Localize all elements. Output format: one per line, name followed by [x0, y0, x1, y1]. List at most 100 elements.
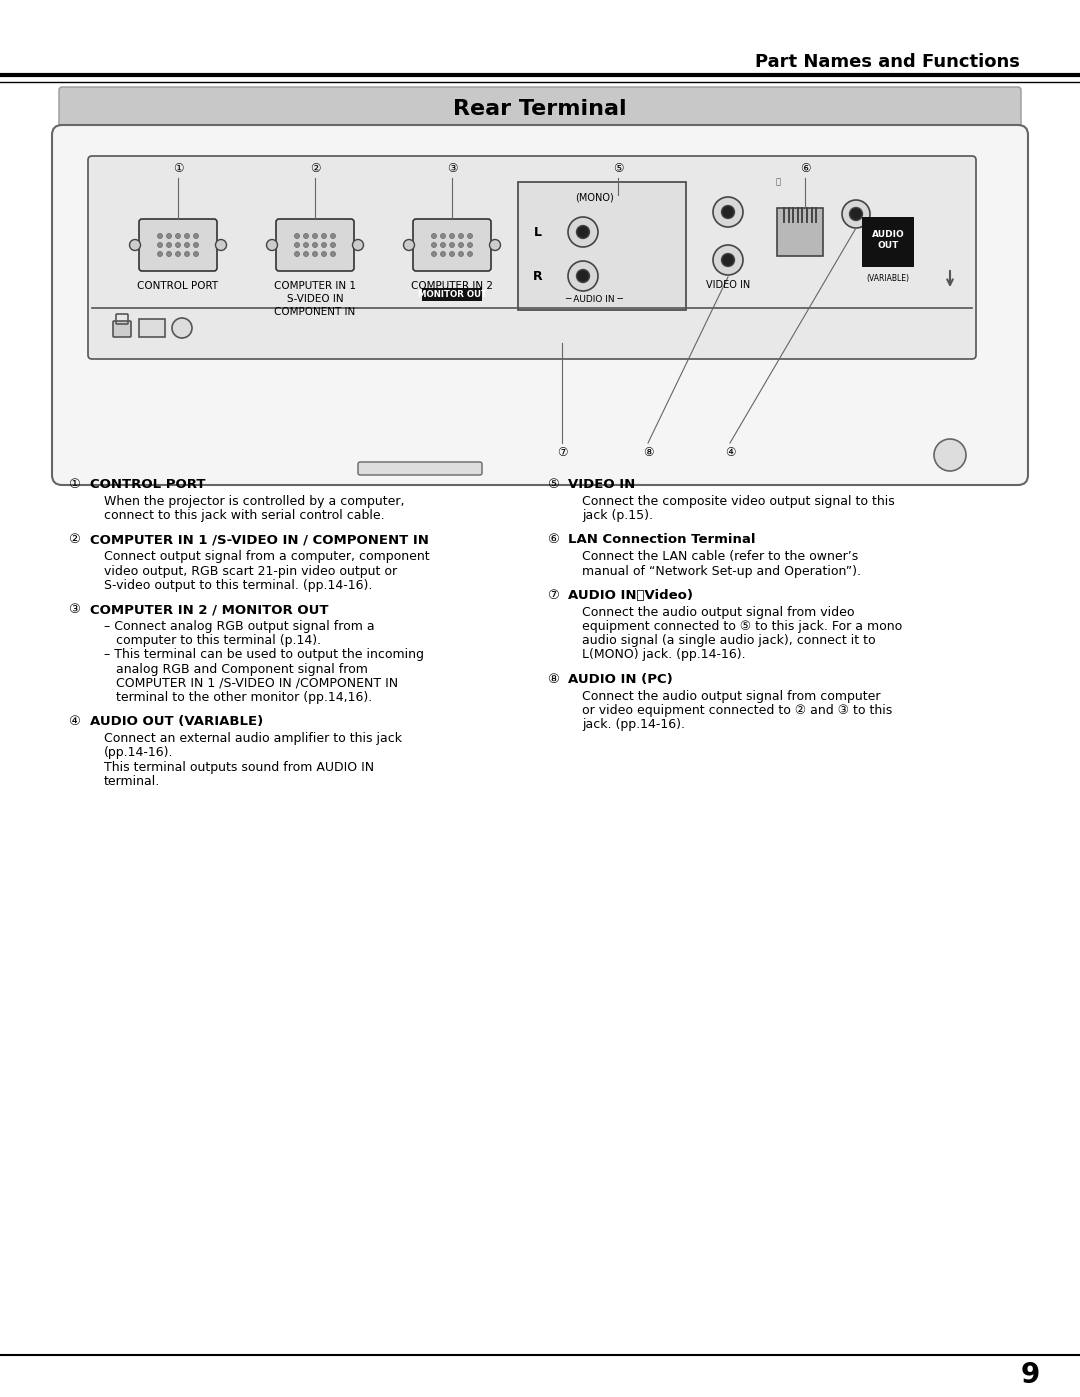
Text: LAN Connection Terminal: LAN Connection Terminal — [568, 534, 756, 546]
Circle shape — [216, 239, 227, 250]
Circle shape — [322, 233, 326, 239]
Text: audio signal (a single audio jack), connect it to: audio signal (a single audio jack), conn… — [582, 634, 876, 647]
Text: ⑧: ⑧ — [546, 672, 558, 686]
Text: ③: ③ — [447, 162, 457, 175]
Circle shape — [468, 251, 473, 257]
Circle shape — [568, 261, 598, 291]
Circle shape — [441, 251, 446, 257]
Circle shape — [449, 251, 455, 257]
Circle shape — [312, 233, 318, 239]
Text: Connect an external audio amplifier to this jack: Connect an external audio amplifier to t… — [104, 732, 402, 745]
Circle shape — [842, 200, 870, 228]
Text: – This terminal can be used to output the incoming: – This terminal can be used to output th… — [104, 648, 424, 661]
Circle shape — [459, 233, 463, 239]
Circle shape — [850, 208, 863, 221]
Circle shape — [330, 251, 336, 257]
Text: COMPUTER IN 1 /S-VIDEO IN /COMPONENT IN: COMPUTER IN 1 /S-VIDEO IN /COMPONENT IN — [104, 676, 399, 690]
Text: ⑥: ⑥ — [546, 534, 558, 546]
Text: ②: ② — [310, 162, 321, 175]
Circle shape — [352, 239, 364, 250]
Circle shape — [322, 251, 326, 257]
Circle shape — [432, 251, 436, 257]
Text: terminal to the other monitor (pp.14,16).: terminal to the other monitor (pp.14,16)… — [104, 692, 373, 704]
FancyBboxPatch shape — [357, 462, 482, 475]
Circle shape — [193, 243, 199, 247]
Text: VIDEO IN: VIDEO IN — [706, 279, 751, 291]
Circle shape — [185, 251, 189, 257]
Text: Rear Terminal: Rear Terminal — [454, 99, 626, 119]
Text: (MONO): (MONO) — [575, 193, 613, 203]
Text: COMPUTER IN 2: COMPUTER IN 2 — [411, 281, 492, 291]
Text: video output, RGB scart 21-pin video output or: video output, RGB scart 21-pin video out… — [104, 564, 397, 577]
Circle shape — [175, 251, 180, 257]
FancyBboxPatch shape — [139, 319, 165, 337]
Text: R: R — [534, 270, 543, 282]
FancyBboxPatch shape — [518, 182, 686, 310]
Text: This terminal outputs sound from AUDIO IN: This terminal outputs sound from AUDIO I… — [104, 760, 374, 774]
Circle shape — [404, 239, 415, 250]
FancyBboxPatch shape — [413, 219, 491, 271]
FancyBboxPatch shape — [862, 217, 914, 267]
Circle shape — [330, 233, 336, 239]
FancyBboxPatch shape — [777, 208, 823, 256]
Text: L(MONO) jack. (pp.14-16).: L(MONO) jack. (pp.14-16). — [582, 648, 745, 661]
Text: ④: ④ — [68, 715, 80, 728]
Text: AUDIO IN（Video): AUDIO IN（Video) — [568, 588, 693, 602]
Text: ─ AUDIO IN ─: ─ AUDIO IN ─ — [565, 296, 623, 305]
Text: AUDIO OUT (VARIABLE): AUDIO OUT (VARIABLE) — [90, 715, 264, 728]
Text: connect to this jack with serial control cable.: connect to this jack with serial control… — [104, 509, 384, 522]
Text: ⑤: ⑤ — [546, 478, 558, 490]
Text: ①: ① — [68, 478, 80, 490]
Text: Connect the LAN cable (refer to the owner’s: Connect the LAN cable (refer to the owne… — [582, 550, 859, 563]
Text: equipment connected to ⑤ to this jack. For a mono: equipment connected to ⑤ to this jack. F… — [582, 620, 902, 633]
Circle shape — [303, 251, 309, 257]
Text: Connect the composite video output signal to this: Connect the composite video output signa… — [582, 495, 894, 509]
Text: jack (p.15).: jack (p.15). — [582, 509, 653, 522]
Text: Connect the audio output signal from computer: Connect the audio output signal from com… — [582, 690, 880, 703]
Circle shape — [166, 233, 172, 239]
Circle shape — [295, 251, 299, 257]
Text: S-video output to this terminal. (pp.14-16).: S-video output to this terminal. (pp.14-… — [104, 578, 373, 592]
Text: COMPUTER IN 1
S-VIDEO IN
COMPONENT IN: COMPUTER IN 1 S-VIDEO IN COMPONENT IN — [274, 281, 356, 317]
Circle shape — [130, 239, 140, 250]
FancyBboxPatch shape — [52, 124, 1028, 485]
Circle shape — [577, 225, 590, 239]
Circle shape — [158, 233, 162, 239]
Circle shape — [175, 243, 180, 247]
Text: Connect output signal from a computer, component: Connect output signal from a computer, c… — [104, 550, 430, 563]
Text: ⑤: ⑤ — [612, 162, 623, 175]
FancyBboxPatch shape — [59, 87, 1021, 131]
FancyBboxPatch shape — [113, 321, 131, 337]
Text: ⬛: ⬛ — [775, 177, 781, 187]
Text: ④: ④ — [725, 447, 735, 460]
Text: terminal.: terminal. — [104, 775, 160, 788]
Text: VIDEO IN: VIDEO IN — [568, 478, 635, 490]
Circle shape — [577, 270, 590, 282]
Circle shape — [441, 233, 446, 239]
FancyBboxPatch shape — [139, 219, 217, 271]
Text: ②: ② — [68, 534, 80, 546]
Text: CONTROL PORT: CONTROL PORT — [90, 478, 205, 490]
Circle shape — [330, 243, 336, 247]
Circle shape — [312, 251, 318, 257]
Text: ⑧: ⑧ — [643, 447, 653, 460]
Text: When the projector is controlled by a computer,: When the projector is controlled by a co… — [104, 495, 405, 509]
Circle shape — [441, 243, 446, 247]
Circle shape — [193, 251, 199, 257]
Text: ①: ① — [173, 162, 184, 175]
Text: COMPUTER IN 1 /S-VIDEO IN / COMPONENT IN: COMPUTER IN 1 /S-VIDEO IN / COMPONENT IN — [90, 534, 429, 546]
Circle shape — [721, 253, 734, 267]
Text: Part Names and Functions: Part Names and Functions — [755, 53, 1020, 71]
FancyBboxPatch shape — [422, 288, 482, 300]
Text: – Connect analog RGB output signal from a: – Connect analog RGB output signal from … — [104, 620, 375, 633]
Text: ③: ③ — [68, 604, 80, 616]
Circle shape — [459, 243, 463, 247]
Text: analog RGB and Component signal from: analog RGB and Component signal from — [104, 662, 368, 676]
Circle shape — [303, 233, 309, 239]
FancyBboxPatch shape — [276, 219, 354, 271]
Circle shape — [713, 244, 743, 275]
Circle shape — [172, 319, 192, 338]
Text: ⑦: ⑦ — [546, 588, 558, 602]
Circle shape — [185, 243, 189, 247]
Circle shape — [432, 233, 436, 239]
